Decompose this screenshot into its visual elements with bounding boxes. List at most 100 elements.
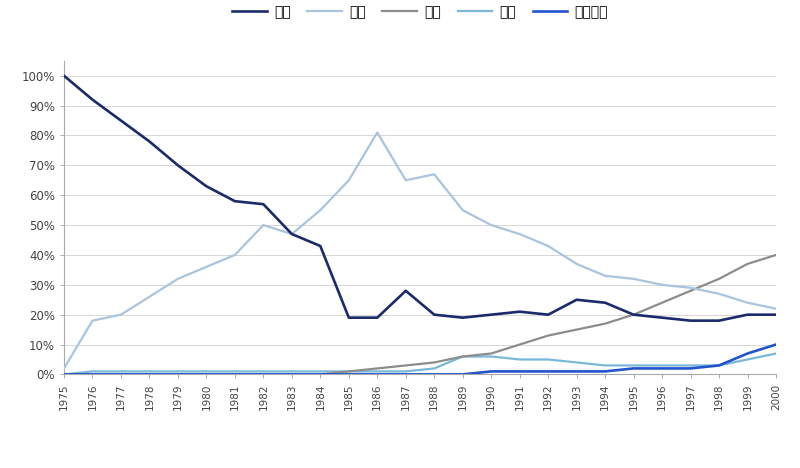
日本 (658, 282, 667, 288)
韩国 (258, 372, 268, 377)
日本 (88, 318, 98, 323)
美国 (59, 73, 69, 79)
欧洲 (658, 363, 667, 368)
韩国 (344, 369, 354, 374)
欧洲 (742, 357, 752, 362)
韩国 (714, 276, 724, 282)
日本 (173, 276, 182, 282)
美国 (116, 118, 126, 124)
韩国 (373, 366, 382, 371)
欧洲 (287, 369, 297, 374)
日本 (202, 264, 211, 270)
Legend: 美国, 日本, 韩国, 欧洲, 中国台湾: 美国, 日本, 韩国, 欧洲, 中国台湾 (232, 5, 608, 19)
欧洲 (373, 369, 382, 374)
美国 (658, 315, 667, 321)
美国 (287, 231, 297, 237)
欧洲 (686, 363, 695, 368)
日本 (145, 294, 154, 300)
欧洲 (515, 357, 525, 362)
欧洲 (600, 363, 610, 368)
美国 (486, 312, 496, 317)
日本 (116, 312, 126, 317)
韩国 (430, 359, 439, 365)
欧洲 (116, 369, 126, 374)
美国 (344, 315, 354, 321)
中国台湾 (116, 372, 126, 377)
韩国 (686, 288, 695, 293)
欧洲 (173, 369, 182, 374)
中国台湾 (430, 372, 439, 377)
韩国 (116, 372, 126, 377)
日本 (230, 252, 240, 258)
美国 (401, 288, 410, 293)
中国台湾 (344, 372, 354, 377)
韩国 (173, 372, 182, 377)
日本 (258, 222, 268, 228)
中国台湾 (315, 372, 325, 377)
中国台湾 (401, 372, 410, 377)
韩国 (287, 372, 297, 377)
日本 (458, 207, 467, 213)
欧洲 (771, 351, 781, 356)
美国 (543, 312, 553, 317)
日本 (742, 300, 752, 306)
欧洲 (543, 357, 553, 362)
欧洲 (401, 369, 410, 374)
韩国 (401, 363, 410, 368)
日本 (714, 291, 724, 297)
中国台湾 (258, 372, 268, 377)
Line: 中国台湾: 中国台湾 (64, 344, 776, 374)
韩国 (486, 351, 496, 356)
美国 (515, 309, 525, 314)
日本 (59, 366, 69, 371)
美国 (373, 315, 382, 321)
欧洲 (714, 363, 724, 368)
中国台湾 (486, 369, 496, 374)
日本 (771, 306, 781, 312)
中国台湾 (145, 372, 154, 377)
韩国 (600, 321, 610, 327)
美国 (315, 243, 325, 249)
中国台湾 (771, 342, 781, 347)
美国 (742, 312, 752, 317)
中国台湾 (88, 372, 98, 377)
欧洲 (430, 366, 439, 371)
日本 (686, 285, 695, 291)
日本 (344, 177, 354, 183)
中国台湾 (600, 369, 610, 374)
美国 (202, 183, 211, 189)
日本 (486, 222, 496, 228)
欧洲 (629, 363, 638, 368)
日本 (401, 177, 410, 183)
美国 (771, 312, 781, 317)
中国台湾 (202, 372, 211, 377)
韩国 (543, 333, 553, 338)
欧洲 (258, 369, 268, 374)
日本 (430, 171, 439, 177)
中国台湾 (230, 372, 240, 377)
欧洲 (458, 354, 467, 359)
韩国 (629, 312, 638, 317)
中国台湾 (373, 372, 382, 377)
中国台湾 (287, 372, 297, 377)
欧洲 (230, 369, 240, 374)
韩国 (88, 372, 98, 377)
韩国 (59, 372, 69, 377)
欧洲 (486, 354, 496, 359)
欧洲 (145, 369, 154, 374)
日本 (287, 231, 297, 237)
Line: 韩国: 韩国 (64, 255, 776, 374)
欧洲 (315, 369, 325, 374)
美国 (173, 162, 182, 168)
韩国 (572, 327, 582, 332)
韩国 (658, 300, 667, 306)
中国台湾 (543, 369, 553, 374)
韩国 (315, 372, 325, 377)
日本 (373, 130, 382, 135)
韩国 (230, 372, 240, 377)
日本 (543, 243, 553, 249)
美国 (629, 312, 638, 317)
日本 (629, 276, 638, 282)
Line: 欧洲: 欧洲 (64, 353, 776, 374)
Line: 日本: 日本 (64, 132, 776, 368)
